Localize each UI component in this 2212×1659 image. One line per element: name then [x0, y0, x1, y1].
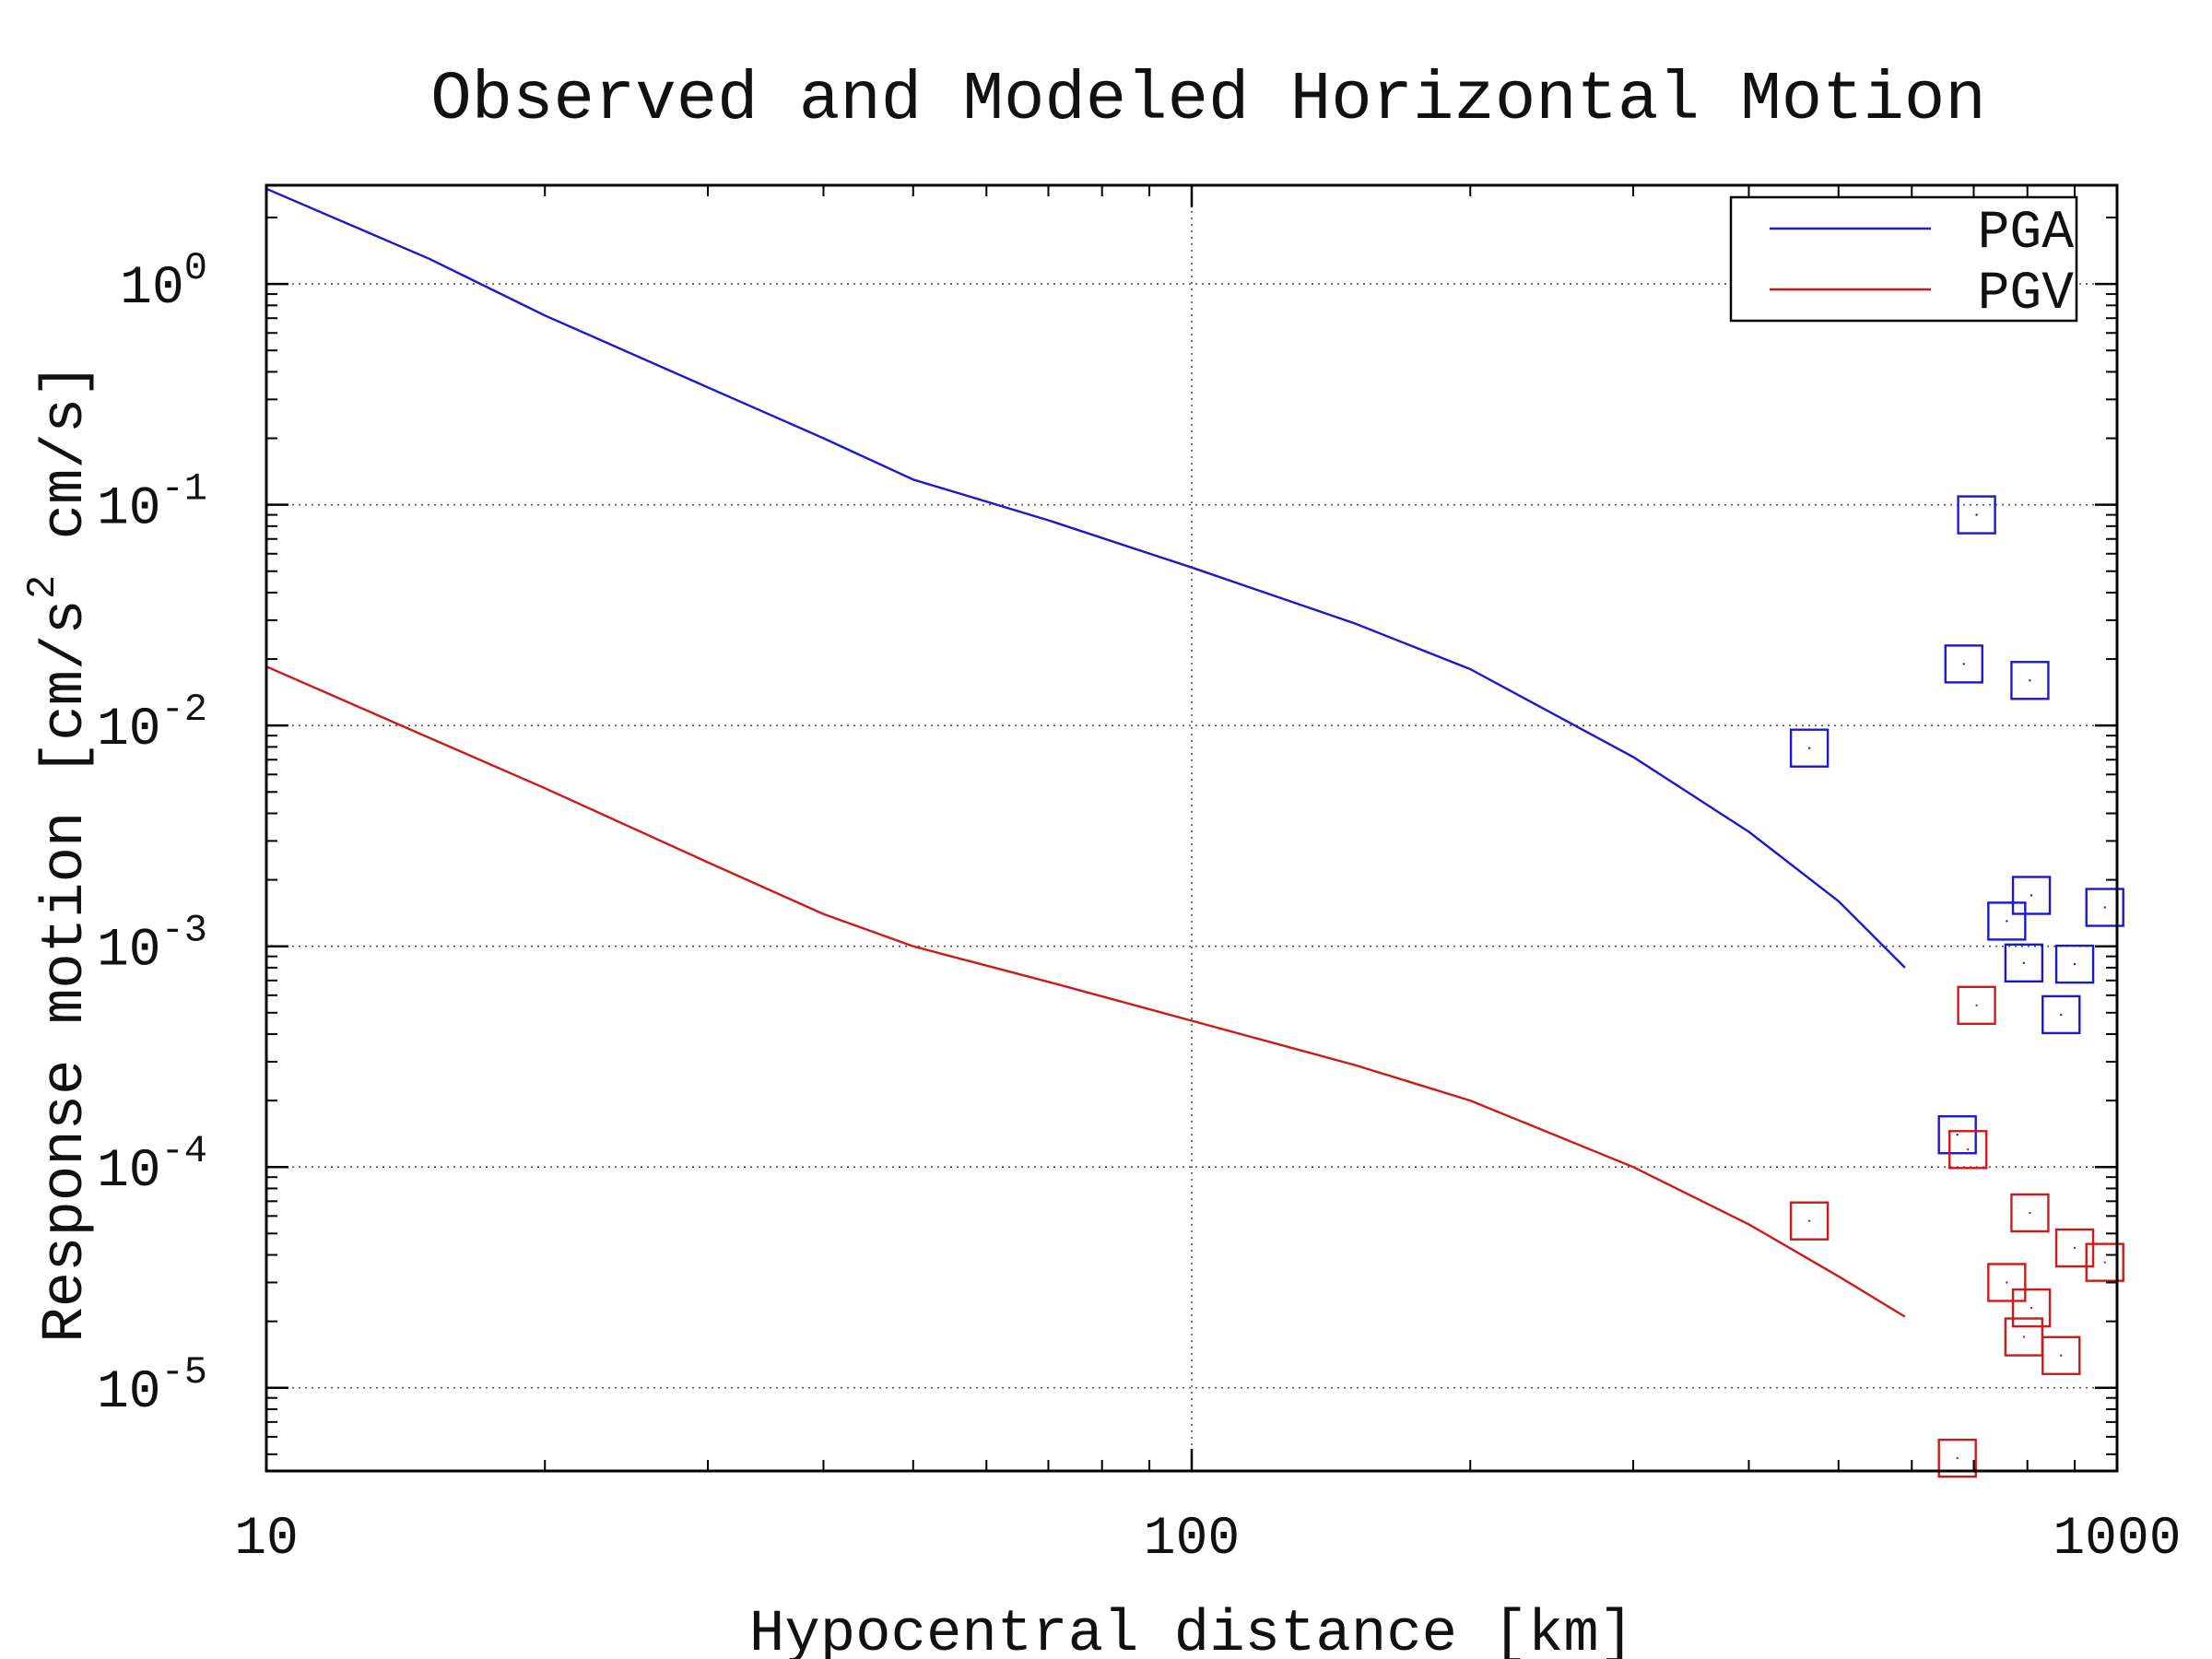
- observed-point-center: [2029, 1211, 2031, 1215]
- observed-point-center: [2073, 1246, 2077, 1250]
- observed-point-center: [2030, 894, 2033, 897]
- observed-point-pga: [1987, 901, 2027, 941]
- observed-point-pga: [2010, 661, 2050, 700]
- observed-point-center: [1967, 1148, 1970, 1151]
- y-tick-label-base: 10: [120, 259, 184, 319]
- observed-point-pgv: [1937, 1438, 1977, 1478]
- observed-point-center: [2029, 679, 2031, 682]
- observed-point-pgv: [1957, 985, 1996, 1025]
- y-tick-label-base: 10: [97, 480, 161, 540]
- observed-point-pga: [2085, 888, 2124, 927]
- observed-point-center: [2030, 1306, 2033, 1310]
- y-tick-label-base: 10: [97, 1142, 161, 1202]
- legend-label-pgv: PGV: [1978, 265, 2075, 324]
- observed-point-pgv: [1987, 1263, 2027, 1302]
- observed-point-pgv: [2010, 1193, 2050, 1233]
- observed-point-pgv: [1948, 1130, 1988, 1170]
- plot-frame: [265, 183, 2119, 1473]
- observed-point-pgv: [1789, 1201, 1830, 1241]
- observed-point-center: [1975, 513, 1978, 516]
- y-tick-label-exponent: -1: [161, 467, 207, 512]
- x-axis-label: Hypocentral distance [km]: [749, 1602, 1634, 1659]
- observed-point-pga: [2041, 994, 2081, 1035]
- observed-point-pgv: [2085, 1242, 2124, 1282]
- y-axis-label-exponent: 2: [20, 575, 66, 599]
- observed-point-pgv: [2011, 1288, 2052, 1328]
- observed-point-pgv: [2054, 1228, 2095, 1268]
- x-tick-label: 1000: [2053, 1510, 2181, 1570]
- observed-point-pga: [1944, 644, 1983, 684]
- y-tick-label-exponent: -5: [161, 1350, 207, 1394]
- observed-point-pgv: [2041, 1335, 2081, 1375]
- observed-point-center: [1807, 1219, 1811, 1222]
- y-axis-label: Response motion [cm/s2 cm/s]: [20, 362, 100, 1342]
- observed-point-center: [2022, 1335, 2026, 1338]
- y-axis-label-main: Response motion [cm/s: [33, 599, 100, 1343]
- observed-point-pga: [1937, 1115, 1977, 1155]
- series-line-pga: [265, 187, 1906, 969]
- observed-point-pga: [1789, 728, 1830, 768]
- observed-point-pga: [2054, 944, 2095, 984]
- observed-point-center: [2060, 1013, 2063, 1017]
- observed-point-center: [2006, 1281, 2008, 1284]
- observed-point-center: [2073, 962, 2077, 966]
- observed-point-pga: [2004, 943, 2044, 983]
- observed-point-pga: [2011, 876, 2052, 915]
- observed-point-center: [1956, 1456, 1959, 1460]
- y-tick-label-exponent: -4: [161, 1129, 207, 1173]
- y-tick-label-exponent: -3: [161, 909, 207, 953]
- legend-box: [1729, 195, 2078, 323]
- legend-label-pga: PGA: [1978, 204, 2075, 264]
- observed-point-pga: [1957, 495, 1996, 535]
- y-tick-label: 10-5: [97, 1350, 207, 1423]
- observed-point-center: [2103, 906, 2106, 909]
- y-tick-label-exponent: 0: [184, 246, 207, 290]
- observed-point-center: [1962, 663, 1965, 665]
- y-tick-label: 100: [120, 246, 207, 319]
- y-tick-label-exponent: -2: [161, 688, 207, 732]
- y-tick-label: 10-3: [97, 909, 207, 982]
- y-tick-label: 10-2: [97, 688, 207, 760]
- series-group: [265, 187, 2124, 1478]
- series-line-pgv: [265, 665, 1906, 1318]
- observed-point-center: [1956, 1134, 1959, 1136]
- y-tick-label: 10-1: [97, 467, 207, 540]
- observed-point-center: [2060, 1354, 2063, 1357]
- y-tick-label-base: 10: [97, 922, 161, 982]
- y-tick-label: 10-4: [97, 1129, 207, 1202]
- y-tick-label-base: 10: [97, 700, 161, 760]
- observed-point-center: [2022, 961, 2026, 965]
- observed-point-center: [2006, 920, 2008, 923]
- chart-title: Observed and Modeled Horizontal Motion: [430, 62, 1985, 139]
- x-tick-label: 10: [234, 1510, 299, 1570]
- x-tick-label: 100: [1144, 1510, 1240, 1570]
- observed-point-center: [1807, 747, 1811, 749]
- observed-point-center: [1975, 1004, 1978, 1006]
- y-axis-label-tail: cm/s]: [33, 362, 100, 574]
- y-tick-label-base: 10: [97, 1363, 161, 1423]
- observed-point-center: [2103, 1261, 2106, 1264]
